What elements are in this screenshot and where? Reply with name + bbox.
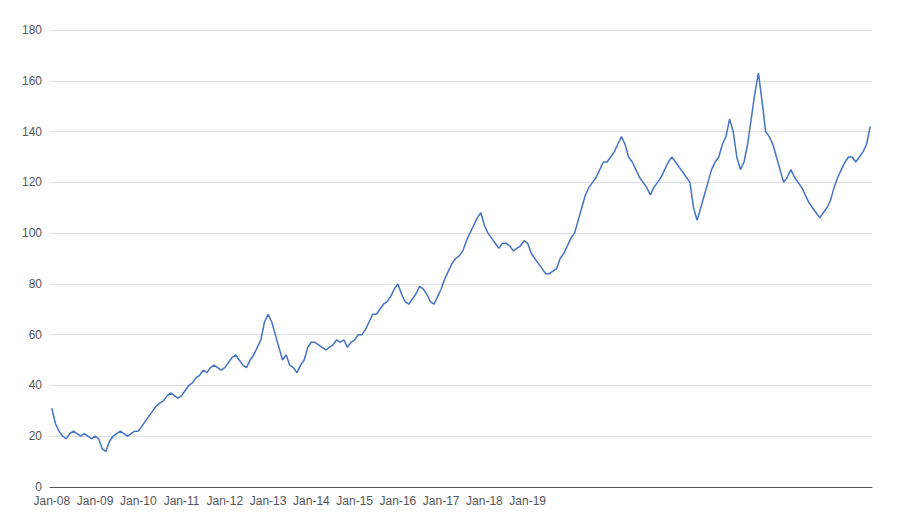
svg-text:Jan-11: Jan-11	[164, 494, 200, 508]
svg-text:Jan-17: Jan-17	[423, 494, 460, 508]
svg-text:Jan-08: Jan-08	[33, 494, 70, 508]
svg-text:Jan-18: Jan-18	[466, 494, 503, 508]
svg-text:Jan-14: Jan-14	[293, 494, 330, 508]
svg-text:20: 20	[29, 429, 43, 443]
svg-text:Jan-13: Jan-13	[250, 494, 287, 508]
svg-text:Jan-16: Jan-16	[380, 494, 417, 508]
svg-text:140: 140	[22, 125, 42, 139]
svg-text:Jan-19: Jan-19	[509, 494, 546, 508]
svg-text:180: 180	[22, 23, 42, 37]
svg-text:Jan-09: Jan-09	[77, 494, 114, 508]
svg-text:120: 120	[22, 175, 42, 189]
svg-text:100: 100	[22, 226, 42, 240]
svg-text:60: 60	[29, 328, 43, 342]
svg-text:80: 80	[29, 277, 43, 291]
svg-text:Jan-10: Jan-10	[120, 494, 157, 508]
svg-text:Jan-15: Jan-15	[336, 494, 373, 508]
svg-text:Jan-12: Jan-12	[207, 494, 244, 508]
svg-text:160: 160	[22, 74, 42, 88]
svg-text:40: 40	[29, 378, 43, 392]
svg-text:0: 0	[35, 480, 42, 494]
